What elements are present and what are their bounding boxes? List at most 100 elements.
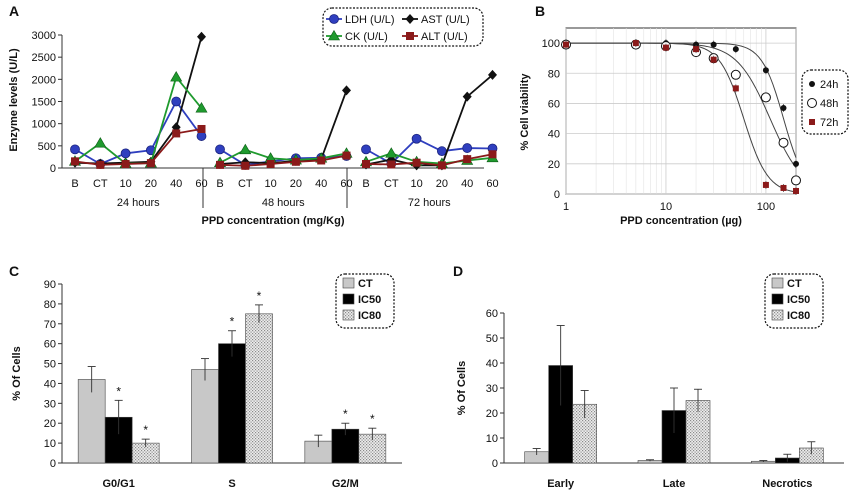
- panel-b-x-tick-label: 100: [757, 201, 775, 213]
- panel-b-point: [780, 104, 787, 111]
- panel-b-point: [662, 44, 669, 51]
- panel-b-point: [793, 187, 799, 194]
- panel-a-point: [94, 137, 107, 148]
- panel-a-legend-label: ALT (U/L): [421, 31, 468, 43]
- panel-b-point: [732, 46, 739, 53]
- bar-y-tick-label: 60: [44, 339, 56, 351]
- panel-a-point: [266, 160, 275, 169]
- bar-legend-swatch: [342, 277, 355, 289]
- panel-a-point: [488, 150, 497, 159]
- panel-label-d: D: [453, 263, 463, 279]
- bar-category-label: S: [228, 478, 235, 490]
- panel-b-point: [730, 69, 741, 80]
- bar: [191, 369, 219, 464]
- bar-category-label: Early: [547, 478, 575, 490]
- panel-a-y-tick-label: 2000: [32, 74, 56, 86]
- panel-a-point: [385, 147, 398, 158]
- panel-b-point: [793, 160, 799, 167]
- panel-a-point: [96, 160, 105, 169]
- panel-a-line-3: [74, 128, 202, 166]
- panel-a-y-tick-label: 1000: [32, 119, 56, 131]
- panel-a-point: [171, 96, 182, 107]
- significance-star: *: [230, 315, 235, 329]
- significance-star: *: [370, 412, 375, 426]
- panel-a-point: [488, 69, 497, 80]
- bar-legend-swatch: [342, 293, 355, 305]
- bar-legend-label: IC50: [787, 294, 810, 306]
- panel-b-y-tick-label: 20: [548, 159, 560, 171]
- panel-b-point: [762, 67, 769, 74]
- panel-label-c: C: [9, 263, 19, 279]
- panel-a-x-tick-label: CT: [238, 178, 253, 190]
- bar-y-tick-label: 0: [492, 458, 498, 470]
- panel-a-x-tick-label: 10: [410, 178, 422, 190]
- bar-y-tick-label: 70: [44, 319, 56, 331]
- bar-y-tick-label: 60: [486, 308, 498, 320]
- bar-legend-swatch: [342, 309, 355, 321]
- bar-y-tick-label: 10: [44, 438, 56, 450]
- bar-legend-label: IC80: [358, 310, 381, 322]
- panel-b-point: [563, 41, 569, 48]
- panel-a-point: [70, 144, 80, 155]
- panel-a-point: [437, 161, 446, 170]
- panel-a-line-3: [365, 153, 493, 167]
- bar-y-tick-label: 20: [486, 408, 498, 420]
- panel-a-point: [317, 156, 326, 165]
- panel-b-x-label: PPD concentration (µg): [620, 215, 742, 227]
- panel-a-point: [215, 144, 225, 155]
- panel-a-point: [172, 129, 181, 138]
- panel-a-x-tick-label: CT: [93, 178, 108, 190]
- bar-category-label: Necrotics: [762, 478, 812, 490]
- panel-a-point: [146, 159, 155, 168]
- panel-b-legend-label: 24h: [820, 79, 838, 91]
- bar-y-tick-label: 10: [486, 433, 498, 445]
- panel-a-legend-label: AST (U/L): [421, 14, 470, 26]
- panel-b-x-tick-label: 1: [563, 201, 569, 213]
- significance-star: *: [343, 407, 348, 421]
- panel-a-point: [342, 151, 351, 160]
- panel-b-legend-marker: [807, 98, 817, 108]
- bar-legend-swatch: [771, 293, 784, 305]
- panel-b-y-tick-label: 80: [548, 68, 560, 80]
- panel-b-legend-marker: [809, 81, 815, 87]
- bar-legend-label: CT: [787, 278, 802, 290]
- bar-y-tick-label: 40: [44, 378, 56, 390]
- panel-a-point: [463, 155, 472, 164]
- bar-y-tick-label: 90: [44, 279, 56, 291]
- panel-a-point: [170, 71, 183, 82]
- panel-a-y-label: Enzyme levels (U/L): [8, 48, 20, 152]
- panel-b-point: [693, 41, 700, 48]
- significance-star: *: [116, 384, 121, 398]
- bar: [218, 343, 246, 464]
- panel-a-point: [216, 160, 224, 169]
- bar-y-tick-label: 30: [486, 383, 498, 395]
- panel-a-legend-marker: [405, 14, 415, 24]
- panel-b-point: [710, 56, 717, 63]
- panel-a-line-2: [74, 75, 203, 165]
- panel-a-y-tick-label: 2500: [32, 52, 56, 64]
- bar-legend-swatch: [771, 309, 784, 321]
- panel-b-y-tick-label: 60: [548, 98, 560, 110]
- panel-a-point: [411, 133, 422, 144]
- panel-a-group-label: 72 hours: [408, 197, 451, 209]
- bar-y-tick-label: 30: [44, 398, 56, 410]
- bar-legend-swatch: [771, 277, 784, 289]
- panel-a-point: [120, 148, 131, 159]
- panel-a-x-tick-label: B: [362, 178, 369, 190]
- bar-y-tick-label: 0: [50, 458, 56, 470]
- panel-a-x-tick-label: 20: [290, 178, 302, 190]
- bar-y-tick-label: 80: [44, 299, 56, 311]
- panel-b-legend-label: 48h: [820, 98, 838, 110]
- panel-b-point: [778, 137, 789, 148]
- panel-b-point: [693, 46, 700, 53]
- panel-label-a: A: [9, 3, 19, 19]
- panel-a-x-tick-label: 60: [195, 178, 207, 190]
- panel-a-y-tick-label: 0: [50, 163, 56, 175]
- panel-b-point: [780, 184, 787, 191]
- panel-b-y-label: % Cell viability: [519, 73, 531, 151]
- panel-a-legend-marker: [327, 29, 341, 41]
- bar-y-label: % Of Cells: [11, 346, 23, 400]
- panel-a-group-label: 48 hours: [262, 197, 305, 209]
- panel-a-x-tick-label: 40: [461, 178, 473, 190]
- bar-y-label: % Of Cells: [456, 361, 468, 415]
